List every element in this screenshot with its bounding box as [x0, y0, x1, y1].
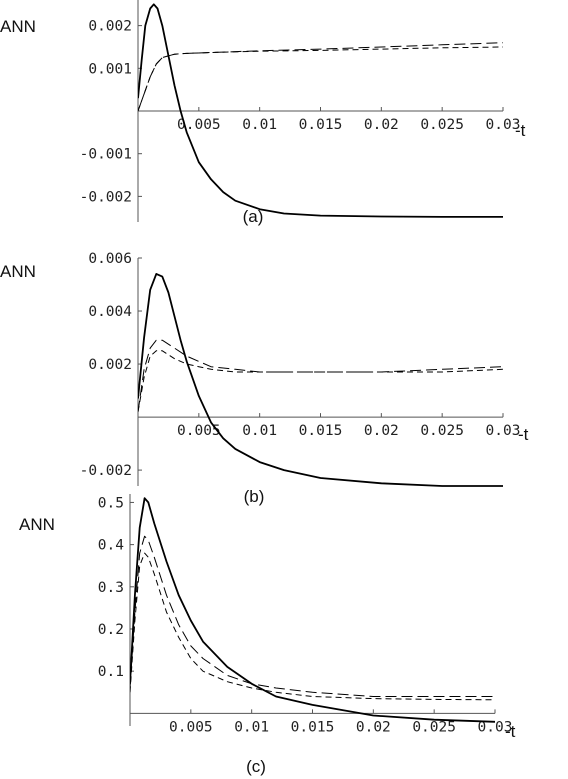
x-tick-label: 0.01	[242, 117, 277, 133]
series-line-solid	[138, 3, 503, 218]
y-tick-label: 0.1	[98, 664, 124, 680]
series-line-long-dash	[138, 339, 504, 412]
x-tick-label: 0.005	[177, 117, 221, 133]
series-line-solid	[130, 497, 496, 723]
series-line-short-dash	[130, 552, 496, 701]
x-axis-label: -t	[515, 121, 526, 140]
y-tick-label: 0.2	[98, 622, 124, 638]
x-axis-label: -t	[505, 722, 516, 741]
x-axis-label: -t	[518, 425, 529, 444]
y-axis-label: ANN	[0, 262, 36, 281]
x-tick-label: 0.01	[242, 423, 277, 439]
y-tick-label: -0.002	[80, 463, 132, 479]
series-line-long-dash	[130, 535, 495, 697]
x-tick-label: 0.015	[299, 423, 343, 439]
series-line-short-dash	[138, 46, 504, 112]
y-tick-label: -0.001	[80, 147, 132, 163]
x-tick-label: 0.02	[356, 719, 391, 735]
x-tick-label: 0.03	[486, 423, 521, 439]
y-tick-label: 0.002	[88, 19, 132, 35]
y-tick-label: 0.001	[88, 61, 132, 77]
x-tick-label: 0.01	[234, 719, 269, 735]
x-tick-label: 0.03	[478, 719, 513, 735]
y-tick-label: -0.002	[80, 189, 132, 205]
y-tick-label: 0.006	[88, 251, 132, 267]
x-tick-label: 0.02	[364, 117, 399, 133]
y-tick-label: 0.3	[98, 580, 124, 596]
y-tick-label: 0.002	[88, 357, 132, 373]
y-tick-label: 0.004	[88, 304, 132, 320]
x-tick-label: 0.025	[420, 423, 464, 439]
x-tick-label: 0.03	[486, 117, 521, 133]
x-tick-label: 0.005	[169, 719, 213, 735]
y-axis-label: ANN	[0, 17, 36, 36]
chart-panel-3: 0.005 0.01 0.015 0.02 0.025 0.03 0.5 0.4 0.3 0.2 0…	[19, 494, 516, 776]
series-line-solid	[138, 272, 503, 487]
y-axis-label: ANN	[19, 515, 55, 534]
x-tick-label: 0.02	[364, 423, 399, 439]
y-tick-label: 0.4	[98, 538, 124, 554]
x-tick-label: 0.005	[177, 423, 221, 439]
panel-label: (b)	[244, 487, 265, 506]
x-tick-label: 0.015	[291, 719, 335, 735]
panel-label: (a)	[243, 207, 264, 226]
y-tick-label: 0.5	[98, 495, 124, 511]
x-tick-label: 0.025	[420, 117, 464, 133]
chart-panel-2: 0.005 0.01 0.015 0.02 0.025 0.03 0.006 0.004 0.0…	[0, 251, 529, 506]
panel-label: (c)	[246, 757, 266, 776]
chart-panel-1: 0.005 0.01 0.015 0.02 0.025 0.03 0.002 0.001 -0.…	[0, 0, 526, 226]
x-tick-label: 0.015	[299, 117, 343, 133]
series-line-short-dash	[138, 350, 504, 412]
x-tick-label: 0.025	[412, 719, 456, 735]
